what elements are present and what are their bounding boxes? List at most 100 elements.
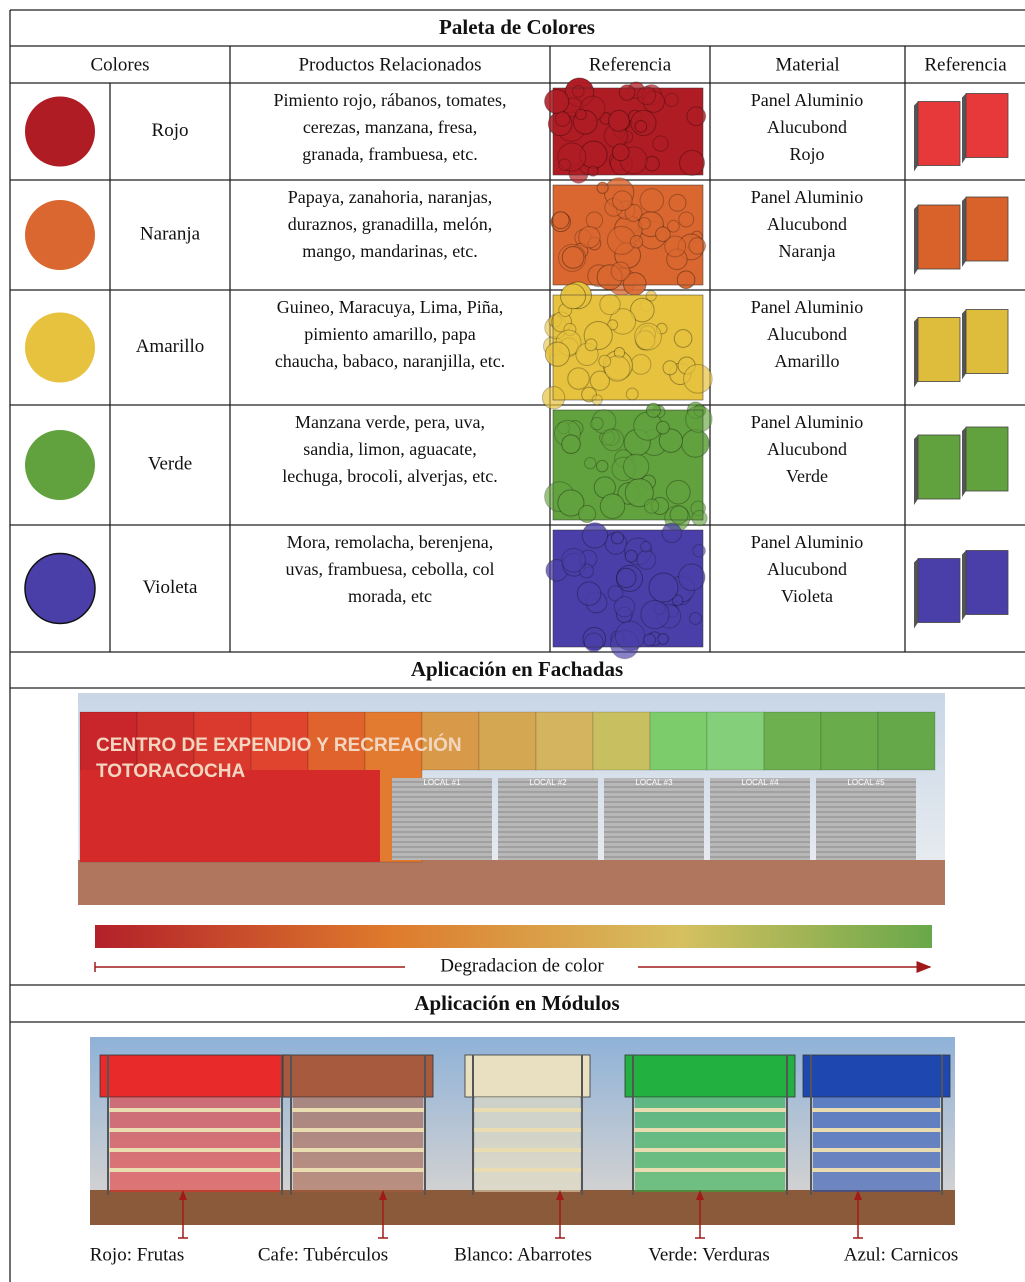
photo-item — [640, 599, 670, 630]
photo-item — [669, 505, 689, 525]
photo-item — [544, 88, 570, 115]
gradient-bar — [95, 925, 932, 948]
panel-side — [962, 93, 966, 164]
color-swatch — [25, 312, 95, 383]
photo-item — [590, 416, 604, 431]
stall-canopy — [624, 1054, 796, 1098]
module-label: Rojo: Frutas — [90, 1244, 184, 1265]
facade-panel — [592, 711, 651, 771]
photo-item — [665, 479, 691, 505]
reference-photo — [550, 177, 707, 297]
section-title: Aplicación en Fachadas — [411, 657, 623, 681]
photo-item — [668, 193, 687, 212]
local-label: LOCAL #1 — [423, 778, 461, 787]
stall-body — [293, 1097, 423, 1192]
material: Alucubond — [767, 439, 847, 459]
photo-item — [677, 563, 706, 591]
gradient-label: Degradacion de color — [440, 955, 604, 976]
photo-item — [656, 420, 670, 435]
photo-item — [664, 92, 679, 108]
photo-item — [648, 572, 679, 603]
photo-shade — [552, 184, 704, 286]
products: granada, frambuesa, etc. — [302, 144, 477, 164]
shutter — [604, 778, 704, 860]
panel — [917, 204, 961, 270]
modules-render — [90, 1037, 955, 1225]
local-label: LOCAL #4 — [741, 778, 779, 787]
module-label: Azul: Carnicos — [844, 1244, 959, 1265]
photo-item — [613, 596, 636, 618]
sign: CENTRO DE EXPENDIO Y RECREACIÓN — [96, 734, 462, 756]
photo-item — [607, 585, 624, 602]
photo-item — [599, 293, 621, 316]
photo-item — [583, 632, 604, 653]
photo-item — [618, 84, 636, 101]
panel — [917, 434, 961, 500]
photo-item — [541, 386, 566, 410]
photo-item — [587, 165, 599, 177]
material: Alucubond — [767, 117, 847, 137]
photo-item — [557, 489, 585, 517]
photo-item — [561, 547, 587, 573]
photo-item — [661, 522, 682, 544]
panel — [965, 196, 1009, 262]
photo-item — [634, 119, 648, 133]
photo-item — [625, 387, 639, 401]
facade-render: LOCAL #1 LOCAL #2 LOCAL #3 LOCAL #4 LOCAL #5… — [78, 693, 945, 905]
sign: TOTORACOCHA — [96, 761, 245, 782]
photo-shade — [552, 529, 704, 648]
photo-item — [691, 510, 708, 527]
photo-item — [624, 549, 638, 563]
pointer-head — [556, 1190, 564, 1200]
photo-item — [688, 237, 707, 255]
material: Panel Aluminio — [751, 90, 864, 110]
color-swatch — [25, 430, 95, 500]
shutter — [392, 778, 492, 860]
panel-side — [914, 435, 918, 505]
stall-canopy — [99, 1054, 291, 1098]
material: Naranja — [779, 241, 836, 261]
products: sandia, limon, aguacate, — [303, 439, 476, 459]
column-header: Colores — [90, 54, 149, 75]
photo-item — [630, 353, 652, 375]
photo-item — [571, 84, 585, 98]
photo-item — [667, 219, 680, 233]
panel-side — [962, 197, 966, 267]
photo-item — [629, 234, 644, 249]
products: mango, mandarinas, etc. — [302, 241, 477, 261]
photo-item — [662, 360, 678, 376]
photo-shade — [552, 294, 704, 401]
panel — [917, 558, 961, 623]
photo-item — [610, 261, 631, 282]
facade-panel — [877, 711, 936, 771]
title: Paleta de Colores — [439, 15, 595, 39]
color-name: Violeta — [143, 577, 198, 598]
panel — [917, 101, 961, 166]
stall-body — [635, 1097, 785, 1192]
shutter — [498, 778, 598, 860]
photo-item — [681, 429, 710, 458]
color-swatch — [24, 552, 96, 625]
material: Alucubond — [767, 324, 847, 344]
photo-item — [604, 355, 631, 382]
photo-item — [636, 549, 657, 570]
material: Panel Aluminio — [751, 412, 864, 432]
panel — [965, 426, 1009, 492]
stall-body — [475, 1097, 580, 1192]
photo-item — [551, 211, 570, 230]
photo-item — [652, 135, 669, 152]
products: lechuga, brocoli, alverjas, etc. — [282, 466, 497, 486]
photo-item — [678, 211, 695, 228]
stall-canopy — [802, 1054, 951, 1098]
photo-item — [679, 149, 706, 176]
material: Panel Aluminio — [751, 297, 864, 317]
stall-canopy — [282, 1054, 434, 1098]
panel — [965, 93, 1009, 158]
pointer-head — [179, 1190, 187, 1200]
color-swatch — [25, 96, 95, 167]
photo-item — [655, 226, 671, 243]
products: duraznos, granadilla, melón, — [288, 214, 492, 234]
local-label: LOCAL #3 — [635, 778, 673, 787]
